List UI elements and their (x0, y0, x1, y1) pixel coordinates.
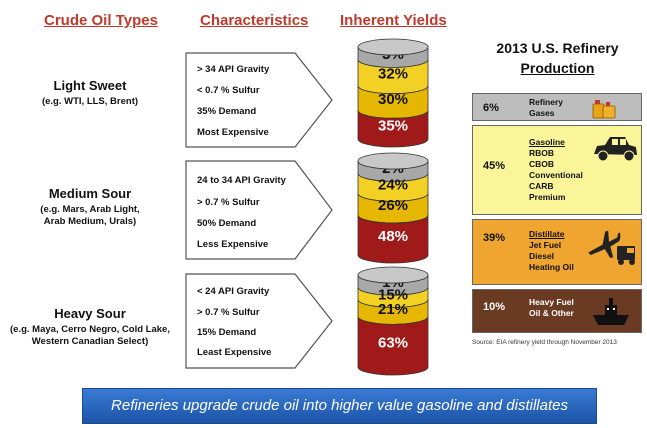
refinery-item-label: Refinery Gases (529, 97, 564, 118)
yield-label: 48% (378, 228, 408, 245)
characteristic-item: Less Expensive (197, 239, 269, 250)
characteristics-arrow-heavy-sour (185, 273, 335, 369)
refinery-item-pct: 10% (483, 301, 506, 313)
refinery-item-gasoline: 45% Gasoline RBOB CBOB Conventional CARB… (472, 125, 642, 215)
crude-examples-medium-sour: (e.g. Mars, Arab Light, Arab Medium, Ura… (40, 204, 140, 227)
crude-name-medium-sour: Medium Sour (48, 186, 132, 201)
gas-cans-icon (592, 100, 616, 119)
refinery-item-label: Distillate Jet Fuel Diesel Heating Oil (529, 229, 574, 272)
characteristics-arrow-light-sweet (185, 52, 335, 148)
yield-layer-3: 48% (357, 214, 429, 264)
yield-layer-1: 24% (357, 173, 429, 202)
characteristic-item: > 0.7 % Sulfur (197, 307, 260, 318)
yield-label: 35% (378, 118, 408, 135)
characteristic-item: Least Expensive (197, 347, 272, 358)
characteristic-item: 24 to 34 API Gravity (197, 175, 286, 186)
car-icon (594, 137, 637, 162)
refinery-item-pct: 45% (483, 160, 506, 172)
refinery-item-distillate: 39% Distillate Jet Fuel Diesel Heating O… (472, 219, 642, 285)
characteristic-item: 50% Demand (197, 218, 257, 229)
crude-examples-heavy-sour: (e.g. Maya, Cerro Negro, Cold Lake, West… (10, 324, 170, 347)
crude-name-light-sweet: Light Sweet (53, 78, 127, 93)
barrel-svg: 3%32%30%35% (357, 38, 429, 148)
characteristic-item: < 24 API Gravity (197, 286, 270, 297)
yield-layer-3: 63% (357, 316, 429, 376)
characteristic-item: > 0.7 % Sulfur (197, 197, 260, 208)
characteristics-arrow-medium-sour (185, 160, 335, 260)
barrel-svg: 2%24%26%48% (357, 152, 429, 264)
refinery-production-title: 2013 U.S. Refinery Production (496, 40, 619, 76)
barrel-svg: 1%15%21%63% (357, 266, 429, 376)
refinery-item-heavy-fuel: 10% Heavy Fuel Oil & Other (472, 289, 642, 333)
yield-layer-shape (357, 214, 429, 264)
crude-oil-types-header: Crude Oil Types (44, 12, 158, 29)
yield-layer-shape (357, 110, 429, 148)
characteristic-item: 35% Demand (197, 106, 257, 117)
yield-layer-shape (357, 316, 429, 376)
yield-barrel-heavy-sour: 1%15%21%63% (357, 266, 429, 376)
summary-banner: Refineries upgrade crude oil into higher… (82, 388, 597, 424)
crude-examples-light-sweet: (e.g. WTI, LLS, Brent) (41, 96, 139, 107)
yield-label: 21% (378, 301, 408, 318)
yield-label: 15% (378, 286, 408, 303)
refinery-item-label: Heavy Fuel Oil & Other (529, 297, 574, 318)
source-note: Source: EIA refinery yield through Novem… (472, 339, 617, 346)
refinery-item-pct: 6% (483, 102, 499, 114)
characteristic-item: > 34 API Gravity (197, 64, 270, 75)
yield-label: 32% (378, 66, 408, 83)
yield-label: 26% (378, 197, 408, 214)
refinery-item-label: Gasoline RBOB CBOB Conventional CARB Pre… (529, 137, 583, 202)
barrel-top-cap (357, 38, 429, 56)
characteristic-item: 15% Demand (197, 327, 257, 338)
yield-label: 63% (378, 335, 408, 352)
barrel-top-cap (357, 266, 429, 284)
crude-name-heavy-sour: Heavy Sour (54, 306, 126, 321)
yield-barrel-light-sweet: 3%32%30%35% (357, 38, 429, 148)
characteristic-item: Most Expensive (197, 127, 269, 138)
refinery-item-pct: 39% (483, 232, 506, 244)
inherent-yields-header: Inherent Yields (340, 12, 447, 29)
ship-icon (593, 298, 629, 325)
yield-label: 24% (378, 176, 408, 193)
refinery-item-gases: 6% Refinery Gases (472, 93, 642, 121)
characteristics-header: Characteristics (200, 12, 309, 29)
characteristic-item: < 0.7 % Sulfur (197, 85, 260, 96)
yield-label: 30% (378, 91, 408, 108)
yield-layer-3: 35% (357, 110, 429, 148)
yield-barrel-medium-sour: 2%24%26%48% (357, 152, 429, 264)
plane-truck-icon (588, 230, 635, 265)
barrel-top-cap (357, 152, 429, 170)
